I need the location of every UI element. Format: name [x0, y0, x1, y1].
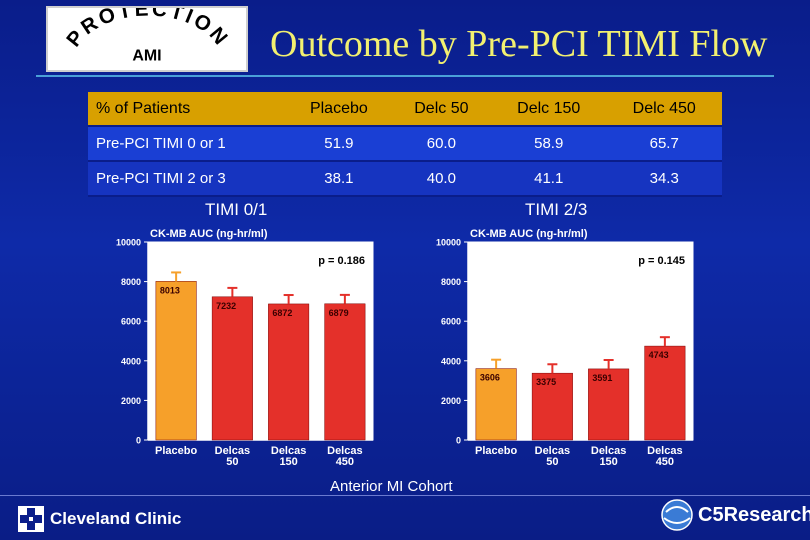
table-header-cell: Delc 50 [414, 99, 469, 117]
x-tick-label: 450 [336, 456, 354, 468]
bar [531, 372, 573, 441]
protection-ami-logo: PROTECTION AMI [46, 0, 248, 72]
bar-value-label: 7232 [216, 301, 236, 311]
table-cell: 65.7 [649, 135, 679, 152]
x-tick-label: Delcas [591, 445, 626, 457]
x-tick-label: Delcas [535, 445, 570, 457]
table-row: Pre-PCI TIMI 2 or 3 38.1 40.0 41.1 34.3 [88, 161, 722, 196]
table-row-label: Pre-PCI TIMI 2 or 3 [96, 170, 226, 187]
bar-value-label: 3375 [536, 377, 556, 387]
bar-value-label: 3591 [592, 373, 612, 383]
x-tick-label: Delcas [271, 445, 306, 457]
outcome-table: % of Patients Placebo Delc 50 Delc 150 D… [88, 92, 722, 197]
y-tick-label: 8000 [121, 277, 141, 287]
table-cell: 38.1 [324, 170, 354, 187]
p-value-annotation: p = 0.186 [318, 255, 365, 267]
title-divider [36, 75, 774, 77]
y-tick-label: 4000 [441, 356, 461, 366]
x-tick-label: 50 [546, 456, 558, 468]
table-header-cell: Placebo [309, 99, 368, 117]
globe-icon [661, 499, 693, 531]
cleveland-clinic-logo: Cleveland Clinic [18, 506, 181, 532]
cleveland-clinic-icon [18, 506, 44, 532]
x-tick-label: Placebo [155, 445, 197, 457]
y-tick-label: 0 [456, 436, 461, 446]
bar [211, 296, 253, 441]
logo-graphic: PROTECTION AMI [62, 0, 234, 65]
table-row: Pre-PCI TIMI 0 or 1 51.9 60.0 58.9 65.7 [88, 126, 722, 161]
c5research-text: C5Research [698, 503, 810, 526]
table-cell: 60.0 [426, 135, 456, 152]
svg-text:PROTECTION: PROTECTION [62, 8, 234, 51]
table-cell: 58.9 [534, 135, 564, 152]
bar [324, 303, 366, 441]
p-value-annotation: p = 0.145 [638, 255, 685, 267]
table-header-cell: % of Patients [96, 99, 191, 117]
bar-value-label: 6879 [329, 308, 349, 318]
table-header-row: % of Patients Placebo Delc 50 Delc 150 D… [88, 92, 722, 126]
chart-timi-01: CK-MB AUC (ng-hr/ml) 0 2000 4000 6000 8000 100… [116, 228, 374, 468]
bar [644, 345, 686, 441]
bar-value-label: 4743 [649, 350, 669, 360]
table-row-label: Pre-PCI TIMI 0 or 1 [96, 135, 226, 152]
cohort-label: Anterior MI Cohort [330, 478, 453, 495]
bar-value-label: 6872 [272, 308, 292, 318]
cleveland-clinic-text: Cleveland Clinic [50, 509, 182, 528]
chart-left-heading: TIMI 0/1 [205, 200, 268, 219]
y-tick-label: 6000 [441, 317, 461, 327]
chart-timi-23: CK-MB AUC (ng-hr/ml) 0 2000 4000 6000 8000 100… [436, 228, 694, 468]
x-tick-label: 450 [656, 456, 674, 468]
table-cell: 40.0 [426, 170, 456, 187]
bar-value-label: 8013 [160, 285, 180, 295]
x-tick-label: Delcas [215, 445, 250, 457]
bar-value-label: 3606 [480, 373, 500, 383]
y-tick-label: 10000 [116, 238, 141, 248]
chart-right-heading: TIMI 2/3 [525, 200, 588, 219]
bar [475, 368, 517, 441]
c5research-logo: C5Research [660, 498, 810, 532]
x-tick-label: 150 [599, 456, 617, 468]
x-tick-label: 150 [279, 456, 297, 468]
x-tick-label: Placebo [475, 445, 517, 457]
table-header-cell: Delc 450 [632, 99, 696, 117]
y-tick-label: 2000 [121, 396, 141, 406]
chart-title: CK-MB AUC (ng-hr/ml) [470, 228, 588, 240]
table-cell: 51.9 [324, 135, 354, 152]
x-tick-label: 50 [226, 456, 238, 468]
y-tick-label: 4000 [121, 356, 141, 366]
bar [268, 303, 310, 441]
y-tick-label: 10000 [436, 238, 461, 248]
x-tick-label: Delcas [327, 445, 362, 457]
bar [588, 368, 630, 441]
table-cell: 34.3 [649, 170, 679, 187]
x-tick-label: Delcas [647, 445, 682, 457]
chart-title: CK-MB AUC (ng-hr/ml) [150, 228, 268, 240]
y-tick-label: 8000 [441, 277, 461, 287]
y-tick-label: 2000 [441, 396, 461, 406]
table-cell: 41.1 [534, 170, 564, 187]
logo-word-bottom: AMI [132, 48, 161, 65]
logo-word-top: PROTECTION [62, 0, 231, 51]
table-header-cell: Delc 150 [517, 99, 581, 117]
y-tick-label: 0 [136, 436, 141, 446]
bar [155, 281, 197, 441]
y-tick-label: 6000 [121, 317, 141, 327]
page-title: Outcome by Pre-PCI TIMI Flow [270, 23, 768, 65]
footer-divider [0, 495, 810, 496]
